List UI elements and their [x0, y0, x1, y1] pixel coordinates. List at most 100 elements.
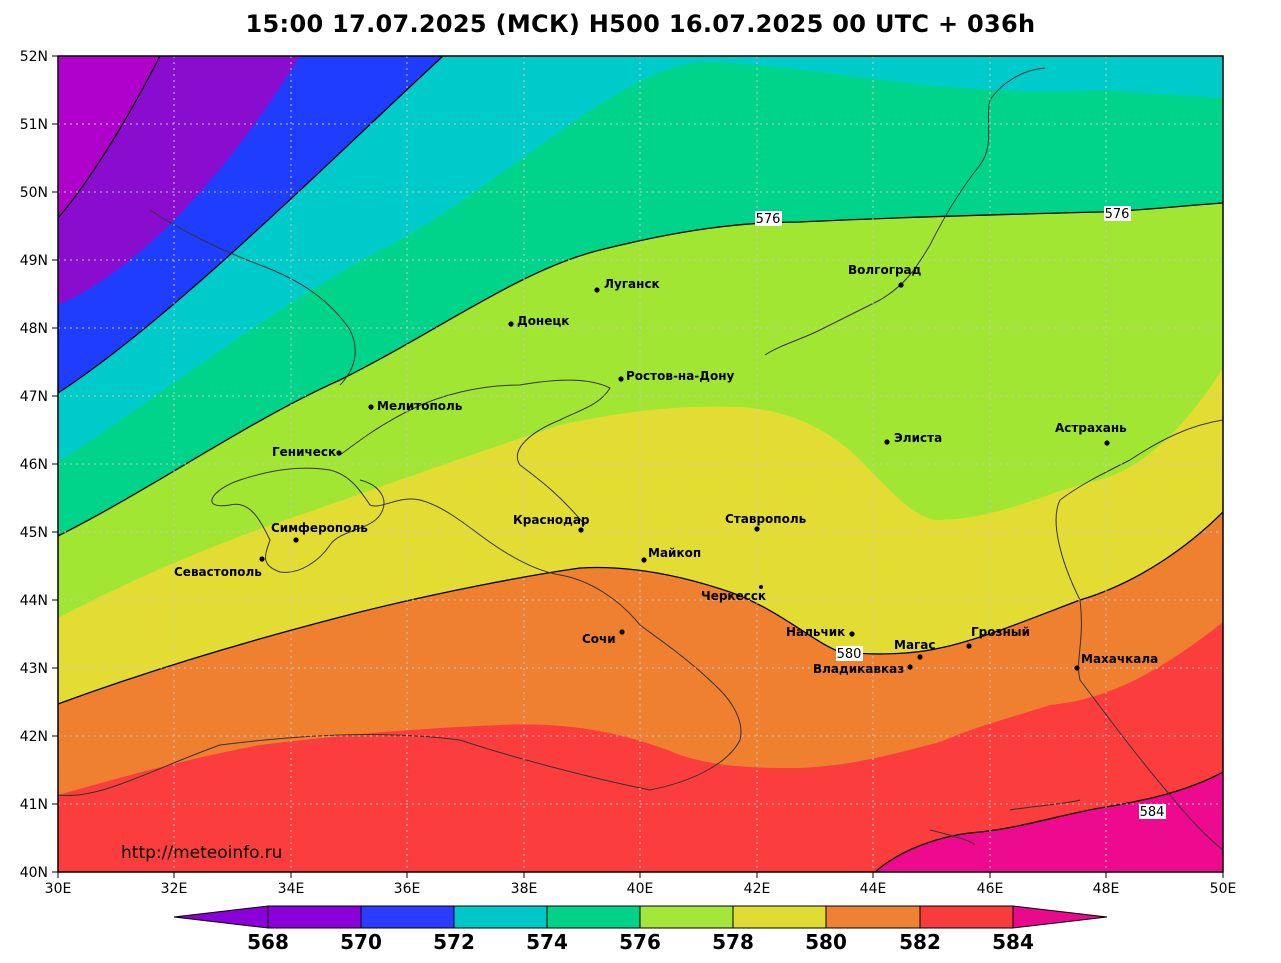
city-dot — [368, 404, 374, 410]
city-label: Сочи — [582, 632, 616, 646]
caspian-coast — [1055, 419, 1223, 851]
don-river — [149, 209, 356, 386]
city-dot — [759, 585, 763, 589]
lat-label: 46N — [20, 457, 48, 473]
city-dot — [898, 282, 904, 288]
contour-label: 576 — [756, 212, 781, 227]
lat-label: 49N — [20, 253, 48, 269]
lat-label: 45N — [20, 525, 48, 541]
city-dot — [259, 556, 265, 562]
source-url: http://meteoinfo.ru — [121, 843, 282, 863]
lat-label: 44N — [20, 593, 48, 609]
colorbar-swatch — [453, 905, 548, 929]
city-dot — [508, 321, 514, 327]
lon-label: 38E — [511, 881, 538, 897]
colorbar-label: 578 — [712, 930, 754, 954]
colorbar-labels: 568 570 572 574 576 578 580 582 584 — [247, 930, 1034, 954]
city-label: Владикавказ — [813, 662, 904, 676]
city-label: Майкоп — [648, 546, 701, 560]
grid-lines — [58, 56, 1223, 872]
contour-580 — [58, 511, 1223, 705]
lon-label: 36E — [394, 881, 421, 897]
city-dot — [917, 654, 923, 660]
city-dot — [754, 526, 760, 532]
contour-576 — [58, 202, 1223, 537]
city-label: Астрахань — [1055, 421, 1127, 435]
contour-lines — [58, 56, 1223, 872]
colorbar-swatch — [267, 905, 362, 929]
city-dot — [1074, 665, 1080, 671]
city-label: Магас — [894, 638, 936, 652]
contour-584 — [874, 771, 1223, 872]
black-sea-coast — [58, 467, 742, 797]
lon-label: 40E — [627, 881, 654, 897]
colorbar-label: 584 — [992, 930, 1034, 954]
colorbar-label: 574 — [526, 930, 568, 954]
city-dot — [578, 527, 584, 533]
colorbar — [173, 905, 1108, 929]
city-dot — [336, 450, 342, 456]
city-label: Грозный — [971, 625, 1030, 639]
lon-label: 42E — [744, 881, 771, 897]
city-label: Нальчик — [786, 625, 845, 639]
colorbar-over-arrow — [1012, 905, 1108, 929]
lat-axis: 52N 51N 50N 49N 48N 47N 46N 45N 44N 43N … — [20, 49, 58, 881]
city-label: Ростов-на-Дону — [626, 369, 735, 383]
city-dot — [618, 376, 624, 382]
city-dot — [619, 629, 625, 635]
city-label: Луганск — [604, 277, 660, 291]
lat-label: 47N — [20, 389, 48, 405]
lon-label: 32E — [161, 881, 188, 897]
city-markers: Волгоград Луганск Донецк Ростов-на-Дону … — [174, 263, 1158, 676]
city-dot — [907, 664, 913, 670]
city-dot — [293, 537, 299, 543]
city-label: Мелитополь — [377, 399, 463, 413]
lon-axis: 30E 32E 34E 36E 38E 40E 42E 44E 46E 48E … — [45, 872, 1237, 897]
fill-584-band — [875, 772, 1223, 872]
colorbar-swatch — [360, 905, 455, 929]
lat-label: 51N — [20, 117, 48, 133]
city-dot — [641, 557, 647, 563]
lat-label: 40N — [20, 865, 48, 881]
contour-570 — [58, 56, 444, 394]
colorbar-label: 570 — [340, 930, 382, 954]
contour-568 — [58, 56, 161, 219]
lon-label: 48E — [1093, 881, 1120, 897]
colorbar-label: 582 — [899, 930, 941, 954]
city-label: Донецк — [517, 314, 569, 328]
lat-label: 50N — [20, 185, 48, 201]
colorbar-swatch — [546, 905, 641, 929]
contour-label: 576 — [1105, 207, 1130, 222]
city-label: Краснодар — [513, 513, 590, 527]
city-dot — [1104, 440, 1110, 446]
colorbar-swatch — [732, 905, 827, 929]
lon-label: 46E — [977, 881, 1004, 897]
city-dot — [966, 643, 972, 649]
map-title: 15:00 17.07.2025 (МСК) H500 16.07.2025 0… — [245, 10, 1036, 38]
colorbar-label: 568 — [247, 930, 289, 954]
lat-label: 43N — [20, 661, 48, 677]
lat-label: 41N — [20, 797, 48, 813]
city-label: Волгоград — [848, 263, 922, 277]
colorbar-swatch — [825, 905, 921, 929]
city-label: Ставрополь — [725, 512, 807, 526]
city-label: Элиста — [894, 431, 942, 445]
lat-label: 52N — [20, 49, 48, 65]
azov-sea-coast — [339, 379, 611, 526]
coastlines — [58, 67, 1223, 851]
colorbar-label: 576 — [619, 930, 661, 954]
contour-labels: 576 576 580 584 — [755, 206, 1166, 820]
contour-label: 584 — [1140, 805, 1165, 820]
lon-label: 50E — [1210, 881, 1237, 897]
lon-label: 34E — [278, 881, 305, 897]
lon-label: 44E — [860, 881, 887, 897]
lat-label: 42N — [20, 729, 48, 745]
contour-label: 580 — [837, 647, 862, 662]
colorbar-label: 580 — [805, 930, 847, 954]
city-label: Махачкала — [1081, 652, 1158, 666]
colorbar-swatch — [919, 905, 1014, 929]
colorbar-label: 572 — [433, 930, 475, 954]
lon-label: 30E — [45, 881, 72, 897]
city-dot — [849, 631, 855, 637]
